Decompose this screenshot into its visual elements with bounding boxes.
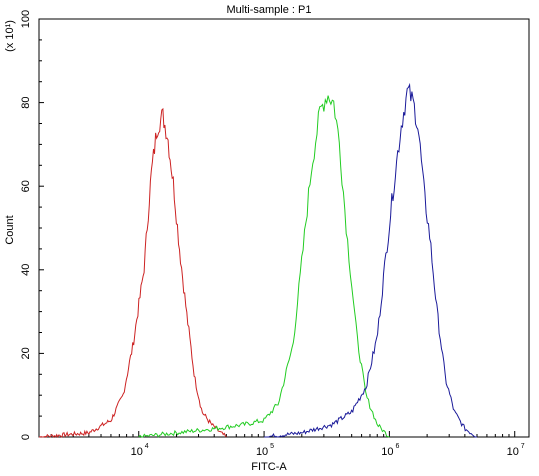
x-tick-exponent: 7 <box>521 443 525 450</box>
series-line-1 <box>39 107 227 438</box>
y-multiplier-label: (x 10¹) <box>4 20 16 52</box>
y-axis: 0 20 40 60 80 100 <box>20 10 44 440</box>
x-axis-title: FITC-A <box>251 461 287 473</box>
x-tick-label: 10 <box>131 446 143 458</box>
x-tick-label: 10 <box>507 446 519 458</box>
y-tick-label: 80 <box>20 96 32 108</box>
x-tick-exponent: 6 <box>395 443 399 450</box>
y-tick-label: 100 <box>20 10 32 28</box>
series-line-2 <box>138 95 390 438</box>
y-tick-label: 0 <box>20 434 32 440</box>
plot-frame <box>38 18 530 438</box>
x-axis: 10 4 10 5 10 6 10 7 <box>50 431 525 458</box>
chart-title: Multi-sample : P1 <box>227 4 312 16</box>
y-tick-label: 40 <box>20 264 32 276</box>
series-group <box>39 82 477 438</box>
x-tick-exponent: 4 <box>145 443 149 450</box>
x-tick-label: 10 <box>381 446 393 458</box>
x-tick-exponent: 5 <box>270 443 274 450</box>
y-axis-title: Count <box>4 215 16 244</box>
y-tick-label: 60 <box>20 180 32 192</box>
x-tick-label: 10 <box>256 446 268 458</box>
series-line-3 <box>264 82 477 438</box>
y-tick-label: 20 <box>20 347 32 359</box>
